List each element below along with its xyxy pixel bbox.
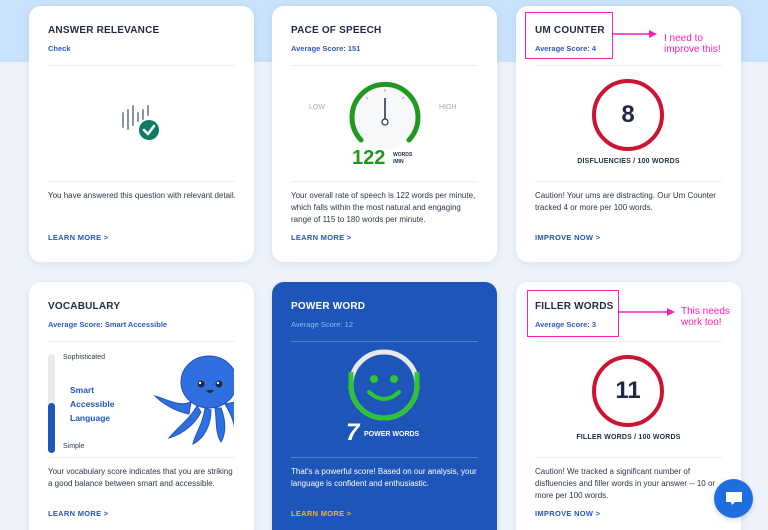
power-word-label: POWER WORDS	[364, 431, 420, 438]
chat-button[interactable]	[714, 479, 753, 518]
pace-value: 122	[352, 147, 386, 169]
vocabulary-level: Smart Accessible Language	[70, 385, 115, 423]
answer-relevance-card: ANSWER RELEVANCE Check You have answered…	[29, 6, 254, 262]
annotation-arrow-icon	[619, 308, 675, 316]
learn-more-link[interactable]: LEARN MORE >	[48, 233, 109, 242]
scale-top-label: Sophisticated	[63, 354, 106, 361]
card-title: PACE OF SPEECH	[291, 25, 382, 36]
pace-of-speech-card: PACE OF SPEECH Average Score: 151 LOW HI…	[272, 6, 497, 262]
annotation-arrow-icon	[613, 30, 657, 38]
vocabulary-scale-fill	[48, 403, 55, 453]
annotation-text-um: I need to improve this!	[664, 33, 721, 55]
card-title: UM COUNTER	[535, 25, 605, 36]
pace-unit-min: /MIN	[393, 159, 404, 165]
card-subtitle: Check	[48, 44, 71, 53]
divider	[48, 341, 235, 342]
divider	[291, 181, 478, 182]
waveform-check-icon	[122, 105, 159, 140]
power-word-card: POWER WORD Average Score: 12 7 POWER WOR…	[272, 282, 497, 530]
card-description: Caution! Your ums are distracting. Our U…	[535, 191, 716, 212]
divider	[291, 65, 478, 66]
divider	[48, 457, 235, 458]
card-title: VOCABULARY	[48, 301, 121, 312]
filler-count-ring: 11	[592, 355, 664, 427]
power-word-count: 7	[346, 419, 360, 446]
card-title: FILLER WORDS	[535, 301, 614, 312]
divider	[291, 457, 478, 458]
card-subtitle: Average Score: 4	[535, 44, 597, 53]
chat-bubble-icon	[725, 491, 742, 505]
divider	[535, 457, 722, 458]
octopus-mascot-icon	[153, 355, 234, 445]
card-title: ANSWER RELEVANCE	[48, 25, 160, 36]
card-subtitle: Average Score: 3	[535, 320, 597, 329]
gauge-low-label: LOW	[309, 104, 325, 111]
divider	[48, 65, 235, 66]
card-subtitle: Average Score: Smart Accessible	[48, 320, 168, 329]
card-subtitle: Average Score: 12	[291, 320, 353, 329]
divider	[535, 65, 722, 66]
card-description: Caution! We tracked a significant number…	[535, 467, 716, 500]
speedometer-gauge	[349, 81, 421, 149]
annotation-box-filler	[527, 290, 619, 337]
smiley-progress-icon	[348, 349, 420, 421]
learn-more-link[interactable]: LEARN MORE >	[291, 233, 352, 242]
um-count-label: DISFLUENCIES / 100 WORDS	[577, 158, 680, 165]
pace-unit-words: WORDS	[393, 152, 413, 158]
annotation-box-um	[525, 12, 613, 59]
annotation-text-filler: This needs work too!	[681, 306, 730, 328]
gauge-high-label: HIGH	[439, 104, 457, 111]
filler-count-label: FILLER WORDS / 100 WORDS	[576, 434, 681, 441]
card-description: That's a powerful score! Based on our an…	[291, 467, 477, 488]
filler-words-card: FILLER WORDS Average Score: 3 11 FILLER …	[516, 282, 741, 530]
learn-more-link[interactable]: LEARN MORE >	[291, 509, 352, 518]
divider	[535, 181, 722, 182]
learn-more-link[interactable]: LEARN MORE >	[48, 509, 109, 518]
vocabulary-card: VOCABULARY Average Score: Smart Accessib…	[29, 282, 254, 530]
scale-bottom-label: Simple	[63, 443, 85, 450]
card-description: You have answered this question with rel…	[48, 191, 236, 200]
um-counter-card: UM COUNTER Average Score: 4 8 DISFLUENCI…	[516, 6, 741, 262]
improve-now-link[interactable]: IMPROVE NOW >	[535, 233, 601, 242]
divider	[535, 341, 722, 342]
improve-now-link[interactable]: IMPROVE NOW >	[535, 509, 601, 518]
card-subtitle: Average Score: 151	[291, 44, 361, 53]
divider	[48, 181, 235, 182]
pace-unit: WORDS /MIN	[393, 152, 412, 166]
um-count-ring: 8	[592, 79, 664, 151]
card-description: Your vocabulary score indicates that you…	[48, 467, 233, 488]
card-title: POWER WORD	[291, 301, 366, 312]
card-description: Your overall rate of speech is 122 words…	[291, 191, 476, 224]
divider	[291, 341, 478, 342]
